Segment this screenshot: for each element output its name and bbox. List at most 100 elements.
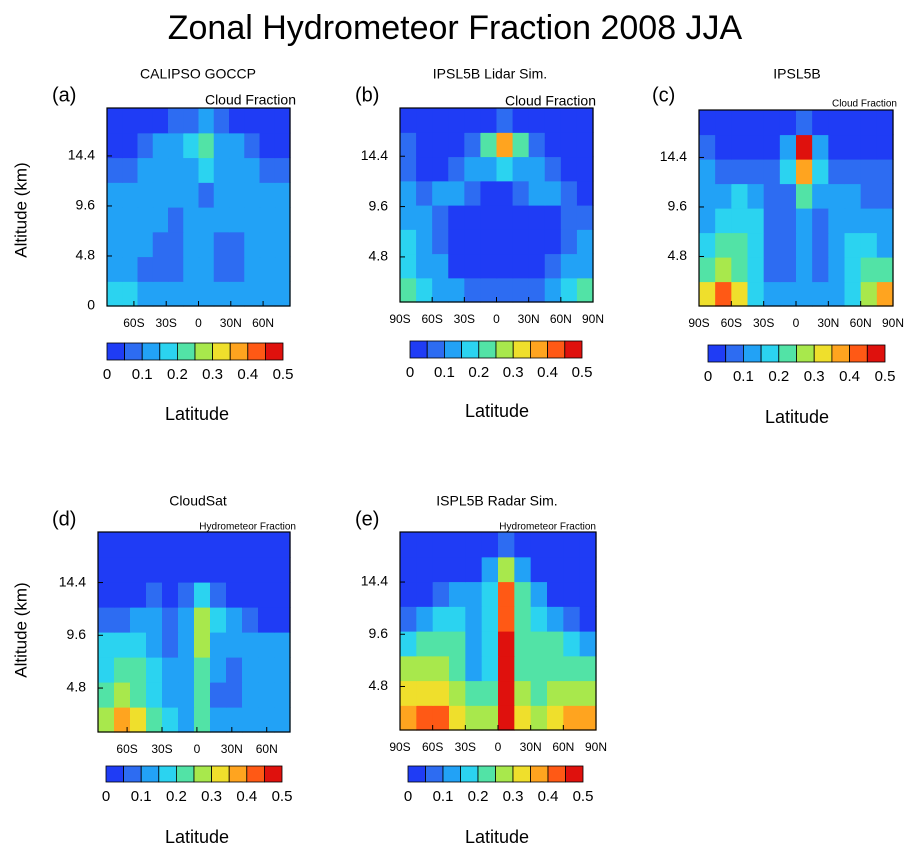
heatmap-cell <box>530 581 548 607</box>
heatmap-cell <box>416 205 433 230</box>
heatmap-cell <box>715 134 732 160</box>
heatmap-cell <box>146 632 163 658</box>
heatmap-cell <box>480 229 498 255</box>
colorbar-tick-label: 0.2 <box>166 788 187 805</box>
heatmap-cell <box>481 606 499 632</box>
heatmap-cell <box>544 253 562 279</box>
heatmap-cell <box>400 156 417 182</box>
heatmap-cell <box>796 208 813 234</box>
heatmap-cell <box>130 557 147 583</box>
heatmap-cell <box>178 657 195 683</box>
heatmap-cell <box>168 132 184 159</box>
heatmap-cell <box>480 180 498 206</box>
heatmap-cell <box>544 156 562 182</box>
panel: 90S 60S 30S 0 30N 60N 90N 4.8 9.6 14.4 IPSL5B Cloud… <box>652 66 904 427</box>
colorbar-tick-label: 0.3 <box>503 364 524 381</box>
heatmap-cell <box>210 557 227 583</box>
heatmap-cell <box>560 180 578 206</box>
y-axis-label: Altitude (km) <box>11 162 30 257</box>
heatmap-cell <box>210 607 227 633</box>
heatmap-cell <box>274 281 291 307</box>
heatmap-cell <box>210 682 227 708</box>
y-tick-label: 9.6 <box>67 626 87 642</box>
heatmap-cell <box>107 132 123 159</box>
heatmap-cell <box>244 207 261 233</box>
heatmap-cell <box>416 705 434 731</box>
colorbar-box <box>211 765 230 783</box>
heatmap-cell <box>162 657 179 683</box>
heatmap-cell <box>259 108 276 134</box>
heatmap-cell <box>465 581 483 607</box>
heatmap-cell <box>860 183 878 209</box>
colorbar-box <box>547 340 566 359</box>
heatmap-cell <box>107 281 123 307</box>
heatmap-cell <box>544 229 562 255</box>
y-tick-label: 4.8 <box>76 247 96 263</box>
heatmap-cell <box>547 631 564 657</box>
heatmap-cell <box>449 606 466 632</box>
heatmap-cell <box>496 132 514 158</box>
colorbar-box <box>866 344 886 363</box>
heatmap-cell <box>162 682 179 708</box>
heatmap-cell <box>480 205 498 230</box>
heatmap-cell <box>448 229 465 255</box>
x-tick-label: 90N <box>585 740 607 754</box>
heatmap-cell <box>213 132 230 159</box>
heatmap-cell <box>715 110 732 136</box>
heatmap-cell <box>796 232 813 258</box>
heatmap-cell <box>259 281 276 307</box>
heatmap-cell <box>576 132 594 158</box>
heatmap-cell <box>416 108 433 133</box>
heatmap-cell <box>547 532 564 558</box>
heatmap-cell <box>796 110 813 136</box>
heatmap-cell <box>812 159 829 185</box>
panel-label: (c) <box>652 84 675 106</box>
heatmap-cell <box>130 682 147 708</box>
colorbar-box <box>176 342 196 361</box>
heatmap-cell <box>137 157 154 183</box>
heatmap-cell <box>530 655 548 682</box>
heatmap-cell <box>448 108 465 133</box>
heatmap-cell <box>512 156 530 182</box>
heatmap-cell <box>258 632 275 658</box>
heatmap-cell <box>416 631 434 657</box>
x-tick-label: 60S <box>116 742 137 756</box>
heatmap-cell <box>480 253 498 279</box>
heatmap-cell <box>274 132 291 159</box>
heatmap-cell <box>560 205 578 230</box>
heatmap-cell <box>512 229 530 255</box>
heatmap-cell <box>183 207 200 233</box>
colorbar-box <box>461 340 480 359</box>
heatmap-cell <box>514 532 532 558</box>
heatmap-cell <box>242 532 259 558</box>
y-tick-label: 14.4 <box>59 573 86 589</box>
x-tick-label: 30N <box>518 312 540 326</box>
heatmap-cell <box>747 257 765 283</box>
heatmap-cell <box>699 159 716 185</box>
heatmap-cell <box>259 132 276 159</box>
heatmap-cell <box>194 707 211 733</box>
colorbar-tick-label: 0.1 <box>131 788 152 805</box>
colorbar-box <box>849 344 868 363</box>
heatmap-cell <box>579 680 597 706</box>
colorbar-tick-label: 0.2 <box>468 364 489 381</box>
heatmap-cell <box>715 208 732 234</box>
heatmap-cell <box>258 532 275 558</box>
heatmap-cell <box>547 581 564 607</box>
heatmap-cell <box>480 277 498 303</box>
y-tick-label: 0 <box>87 297 95 313</box>
heatmap-cell <box>563 606 581 632</box>
x-tick-label: 60N <box>550 312 572 326</box>
heatmap-cell <box>828 257 846 283</box>
y-tick-label: 4.8 <box>369 677 389 693</box>
panel-label: (a) <box>52 84 76 106</box>
colorbar-box <box>264 342 284 361</box>
heatmap-cell <box>400 705 417 731</box>
heatmap-cell <box>400 108 417 133</box>
heatmap-cell <box>844 159 862 185</box>
heatmap-cell <box>107 256 123 282</box>
y-tick-label: 4.8 <box>67 679 87 695</box>
heatmap-cell <box>400 556 417 583</box>
heatmap-cell <box>844 110 862 136</box>
heatmap-cell <box>860 257 878 283</box>
